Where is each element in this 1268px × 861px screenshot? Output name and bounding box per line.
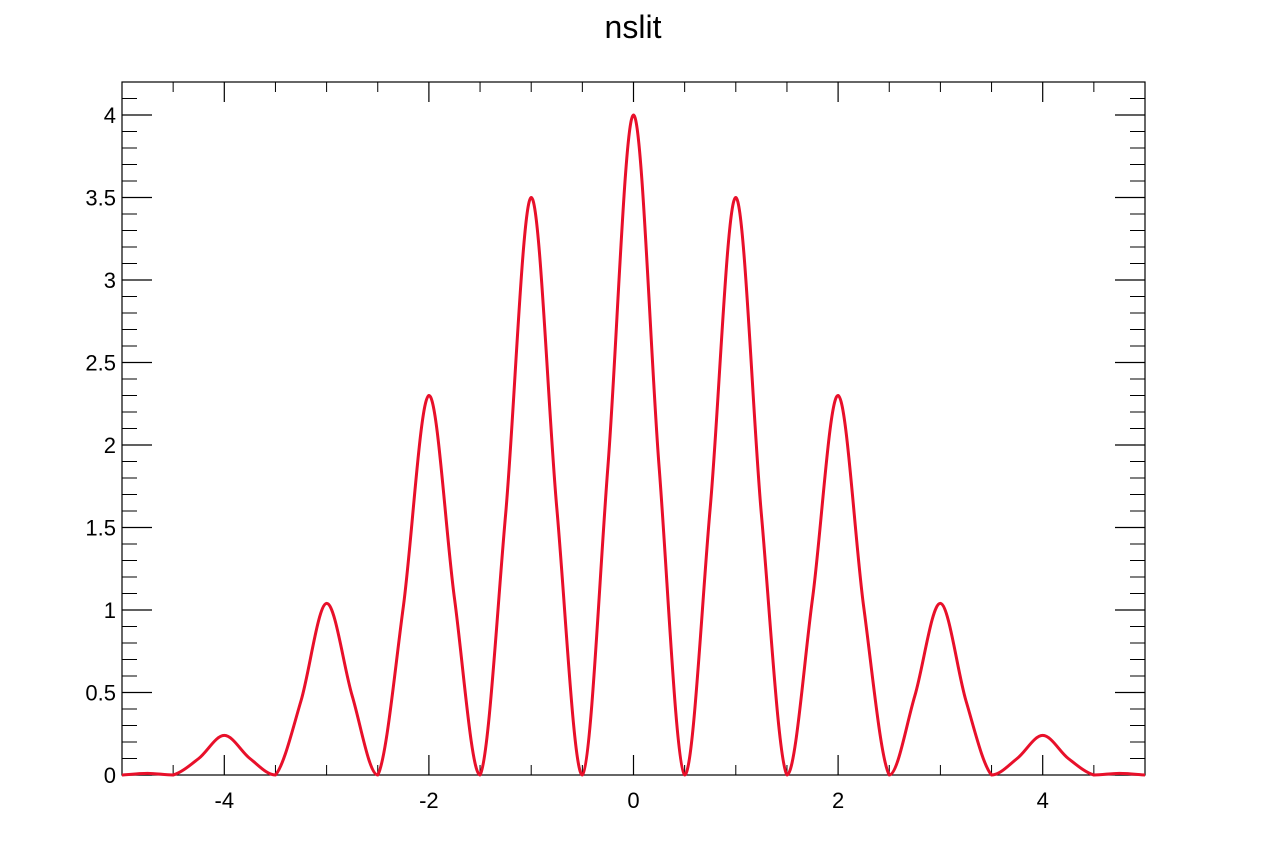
- y-tick-label: 2.5: [85, 351, 116, 376]
- y-tick-label: 3.5: [85, 186, 116, 211]
- axis-ticks: [121, 81, 1146, 776]
- y-tick-label: 1: [104, 598, 116, 623]
- chart-title: nslit: [605, 9, 662, 45]
- y-tick-label: 4: [104, 103, 116, 128]
- series-layer: [121, 113, 1146, 777]
- y-axis-tick-labels: 0 0.5 1 1.5 2 2.5 3 3.5 4: [85, 103, 116, 788]
- x-axis-tick-labels: -4 -2 0 2 4: [215, 788, 1049, 813]
- y-tick-label: 0.5: [85, 681, 116, 706]
- x-tick-label: 2: [832, 788, 844, 813]
- y-tick-label: 1.5: [85, 516, 116, 541]
- series-line: [121, 113, 1146, 777]
- x-tick-label: -4: [215, 788, 235, 813]
- x-tick-label: 0: [627, 788, 639, 813]
- y-tick-label: 2: [104, 433, 116, 458]
- plot-frame: [121, 81, 1146, 776]
- y-tick-label: 3: [104, 268, 116, 293]
- x-tick-label: 4: [1037, 788, 1049, 813]
- y-tick-label: 0: [104, 763, 116, 788]
- x-tick-label: -2: [419, 788, 439, 813]
